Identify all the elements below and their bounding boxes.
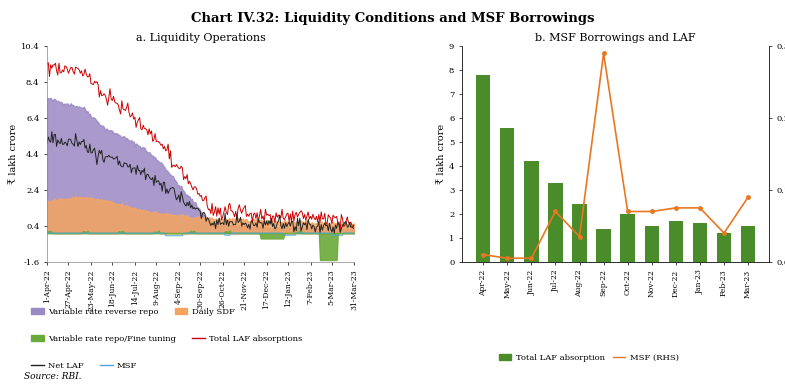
Bar: [548, 183, 563, 262]
Line: Net LAF: Net LAF: [47, 132, 354, 233]
MSF (RHS): [743, 195, 753, 199]
Bar: [717, 233, 732, 262]
Bar: [669, 221, 683, 262]
MSF (RHS): [599, 51, 608, 56]
Total LAF absorptions: [349, 221, 359, 226]
MSF (RHS): [671, 206, 681, 210]
Total LAF absorptions: [335, 228, 345, 232]
MSF: [42, 231, 52, 235]
MSF (RHS): [647, 209, 656, 214]
Total LAF absorptions: [338, 216, 347, 221]
MSF: [86, 231, 96, 235]
MSF (RHS): [479, 252, 488, 257]
Total LAF absorptions: [172, 162, 181, 167]
Total LAF absorptions: [44, 60, 53, 65]
Net LAF: [47, 129, 57, 134]
Legend: Total LAF absorption, MSF (RHS): Total LAF absorption, MSF (RHS): [495, 351, 682, 365]
MSF (RHS): [623, 209, 633, 214]
Bar: [524, 161, 539, 262]
Y-axis label: ₹ lakh crore: ₹ lakh crore: [437, 124, 446, 184]
Bar: [644, 226, 659, 262]
Net LAF: [80, 146, 89, 150]
MSF: [291, 231, 301, 235]
MSF (RHS): [527, 256, 536, 261]
Total LAF absorptions: [80, 67, 89, 72]
Text: Source: RBI.: Source: RBI.: [24, 372, 81, 381]
Line: MSF (RHS): MSF (RHS): [481, 52, 750, 260]
MSF: [79, 231, 89, 235]
MSF: [173, 233, 182, 238]
Bar: [741, 226, 755, 262]
Net LAF: [316, 231, 325, 235]
MSF (RHS): [719, 231, 728, 235]
MSF (RHS): [575, 234, 584, 239]
Total LAF absorptions: [173, 164, 182, 169]
Legend: Variable rate reverse repo, Daily SDF: Variable rate reverse repo, Daily SDF: [27, 305, 238, 319]
Line: Total LAF absorptions: Total LAF absorptions: [47, 63, 354, 230]
Net LAF: [338, 223, 347, 228]
MSF: [349, 231, 359, 235]
MSF: [172, 233, 181, 238]
Net LAF: [172, 198, 181, 202]
Net LAF: [291, 228, 301, 233]
MSF (RHS): [696, 206, 705, 210]
Net LAF: [42, 141, 52, 146]
Bar: [476, 75, 491, 262]
Line: MSF: MSF: [47, 233, 354, 236]
MSF (RHS): [502, 256, 512, 261]
Title: b. MSF Borrowings and LAF: b. MSF Borrowings and LAF: [535, 33, 696, 43]
Y-axis label: ₹ lakh crore: ₹ lakh crore: [9, 124, 18, 184]
Total LAF absorptions: [291, 210, 301, 215]
MSF (RHS): [551, 209, 560, 214]
Total LAF absorptions: [87, 82, 97, 86]
Bar: [597, 229, 611, 262]
Text: Chart IV.32: Liquidity Conditions and MSF Borrowings: Chart IV.32: Liquidity Conditions and MS…: [191, 12, 594, 25]
Total LAF absorptions: [42, 62, 52, 67]
Bar: [620, 214, 635, 262]
MSF: [337, 233, 346, 238]
Bar: [692, 223, 707, 262]
Net LAF: [173, 196, 182, 200]
Bar: [500, 128, 514, 262]
Legend: Net LAF, MSF: Net LAF, MSF: [27, 358, 141, 373]
Bar: [572, 204, 586, 262]
Net LAF: [349, 226, 359, 231]
Title: a. Liquidity Operations: a. Liquidity Operations: [136, 33, 265, 43]
Legend: Variable rate repo/Fine tuning, Total LAF absorptions: Variable rate repo/Fine tuning, Total LA…: [27, 331, 305, 346]
MSF: [161, 233, 170, 238]
Net LAF: [87, 151, 97, 155]
